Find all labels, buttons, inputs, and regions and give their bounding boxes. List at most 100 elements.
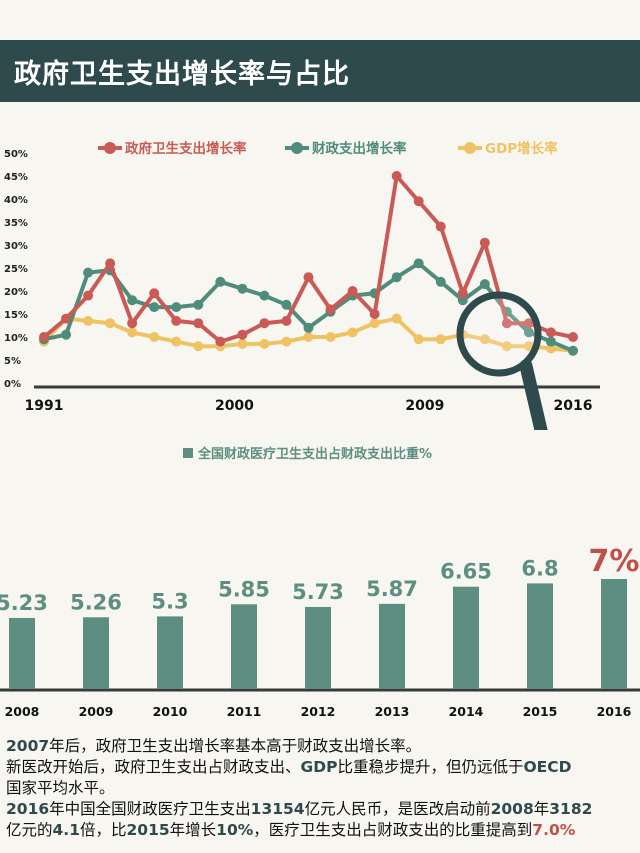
data-point [413, 196, 424, 207]
data-point [501, 341, 512, 352]
y-tick-label: 30% [4, 241, 28, 252]
data-point [413, 334, 424, 345]
data-point [369, 318, 380, 329]
note-segment: 年增长 [169, 821, 217, 839]
data-point [325, 332, 336, 342]
data-point [39, 332, 49, 342]
bar-category-label: 2011 [227, 704, 262, 719]
bar-category-label: 2013 [375, 704, 410, 719]
data-point [479, 334, 490, 345]
data-point [237, 338, 248, 349]
note-segment: OECD [523, 758, 572, 776]
data-point [325, 304, 336, 315]
y-tick-label: 40% [4, 195, 28, 206]
y-tick-label: 50% [4, 149, 28, 160]
data-point [369, 309, 380, 319]
legend-label: 财政支出增长率 [311, 140, 407, 157]
data-point [303, 272, 314, 283]
y-tick-label: 0% [4, 379, 21, 390]
note-segment: 2007 [6, 737, 50, 755]
data-point [523, 327, 534, 338]
note-segment: 比重稳步提升，但仍远低于 [337, 758, 524, 776]
data-point [545, 336, 556, 347]
bar-value-label: 6.65 [440, 560, 492, 584]
y-tick-label: 10% [4, 333, 28, 344]
y-tick-label: 5% [4, 356, 21, 367]
note-segment: 4.1 [52, 821, 80, 839]
data-point [545, 343, 556, 354]
data-point [501, 318, 512, 329]
data-point [149, 332, 160, 342]
note-segment: GDP [300, 758, 338, 776]
note-line: 国家平均水平。 [6, 778, 636, 799]
bar [305, 606, 331, 689]
legend-swatch-marker [104, 142, 116, 154]
magnifying-glass-icon [456, 291, 548, 430]
bar-category-label: 2008 [5, 704, 40, 719]
data-point [523, 341, 534, 352]
data-point [568, 345, 578, 356]
bar [9, 617, 35, 689]
x-tick-label: 2000 [215, 398, 254, 414]
data-point [61, 313, 72, 324]
bar [601, 579, 627, 689]
note-segment: 7.0% [532, 821, 576, 839]
data-point [193, 318, 204, 329]
legend-label: GDP增长率 [485, 140, 558, 157]
bar-chart: 全国财政医疗卫生支出占财政支出比重% 5.23 2008 5.26 2009 5.3 201… [0, 446, 640, 719]
note-segment: 10% [216, 821, 254, 839]
bar-value-label: 5.3 [151, 589, 188, 613]
bar-value-label: 7% [589, 544, 640, 579]
data-point [149, 288, 160, 299]
data-point [215, 336, 226, 347]
data-point [347, 327, 358, 338]
legend-label: 政府卫生支出增长率 [125, 140, 247, 157]
bar-legend-label: 全国财政医疗卫生支出占财政支出比重% [197, 446, 432, 462]
note-segment: 年后，政府卫生支出增长率基本高于财政支出增长率。 [49, 737, 422, 755]
y-tick-label: 35% [4, 218, 28, 229]
data-point [193, 341, 204, 352]
note-segment: 亿元的 [6, 821, 53, 839]
note-segment: ，医疗卫生支出占财政支出的比重提高到 [253, 821, 533, 839]
bar [379, 603, 405, 689]
data-point [171, 336, 182, 347]
bar [453, 586, 479, 689]
data-point [479, 279, 490, 290]
bar-category-label: 2014 [449, 704, 484, 719]
note-line: 新医改开始后，政府卫生支出占财政支出、GDP比重稳步提升，但仍远低于OECD [6, 757, 636, 778]
data-point [281, 315, 292, 326]
note-segment: 2016 [6, 800, 50, 818]
bar-value-label: 5.73 [292, 580, 344, 604]
data-point [127, 318, 138, 329]
bar-value-label: 5.26 [70, 590, 122, 614]
y-tick-label: 45% [4, 172, 28, 183]
data-point [149, 302, 160, 313]
note-segment: 3182 [549, 800, 593, 818]
data-point [259, 318, 270, 329]
magnifier-handle [519, 359, 548, 430]
data-point [193, 299, 204, 310]
line-chart: 0% 5% 10% 15% 20% 25% 30% 35% 40% 45% 50% 1991 2000 2… [4, 140, 600, 430]
data-point [259, 290, 270, 301]
data-point [303, 322, 314, 333]
data-point [545, 327, 556, 338]
bar-category-label: 2010 [153, 704, 188, 719]
data-point [457, 288, 468, 299]
x-tick-label: 2016 [554, 398, 593, 414]
data-point [237, 283, 248, 294]
note-segment: 年中国全国财政医疗卫生支出 [49, 800, 251, 818]
page-title: 政府卫生支出增长率与占比 [14, 59, 350, 90]
data-point [83, 290, 94, 301]
data-point [281, 299, 292, 310]
data-point [237, 329, 248, 340]
data-point [391, 171, 402, 181]
note-line: 2007年后，政府卫生支出增长率基本高于财政支出增长率。 [6, 736, 636, 757]
note-segment: 2008 [490, 800, 534, 818]
note-segment: 2015 [126, 821, 170, 839]
bar [231, 604, 257, 689]
bar [157, 616, 183, 689]
bar [527, 583, 553, 689]
x-tick-label: 1991 [25, 398, 64, 414]
data-point [281, 336, 292, 347]
note-line: 2016年中国全国财政医疗卫生支出13154亿元人民币，是医改启动前2008年3… [6, 799, 636, 820]
